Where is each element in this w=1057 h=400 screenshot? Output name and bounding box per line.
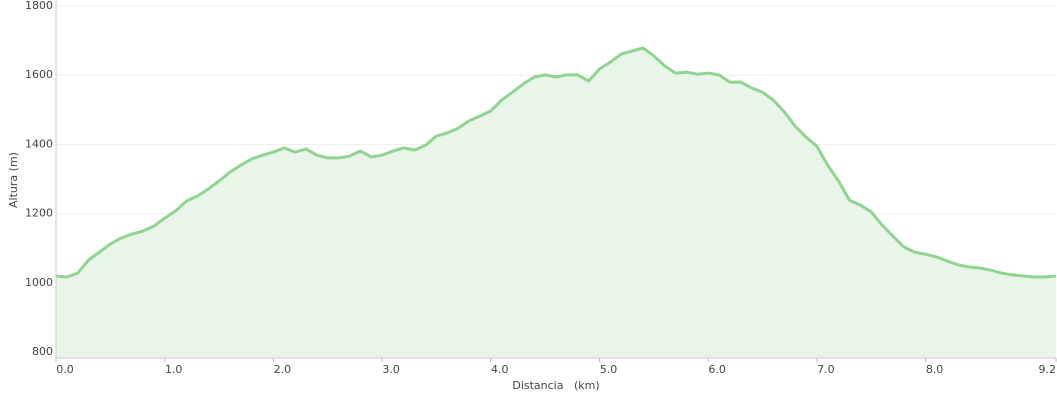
y-tick-label: 1400	[25, 137, 53, 150]
x-tick-label: 2.0	[274, 363, 292, 376]
x-tick-label: 3.0	[382, 363, 400, 376]
y-tick-label: 1800	[25, 0, 53, 12]
area-fill	[56, 47, 1056, 359]
y-tick-label: 1600	[25, 68, 53, 81]
x-tick-label: 6.0	[708, 363, 726, 376]
x-tick-label: 9.2	[1039, 363, 1057, 376]
area-line	[55, 46, 1057, 279]
x-tick-label: 8.0	[926, 363, 944, 376]
x-tick-label: 5.0	[600, 363, 618, 376]
y-tick-label: 1200	[25, 207, 53, 220]
x-tick-label: 1.0	[165, 363, 183, 376]
x-tick-label: 0.0	[56, 363, 74, 376]
x-tick-label: 7.0	[817, 363, 835, 376]
x-axis-title: Distancia (km)	[512, 379, 599, 392]
x-tick-label: 4.0	[491, 363, 509, 376]
y-axis-title: Altura (m)	[7, 152, 20, 208]
y-tick-label: 1000	[25, 276, 53, 289]
y-tick-label: 800	[32, 345, 53, 358]
